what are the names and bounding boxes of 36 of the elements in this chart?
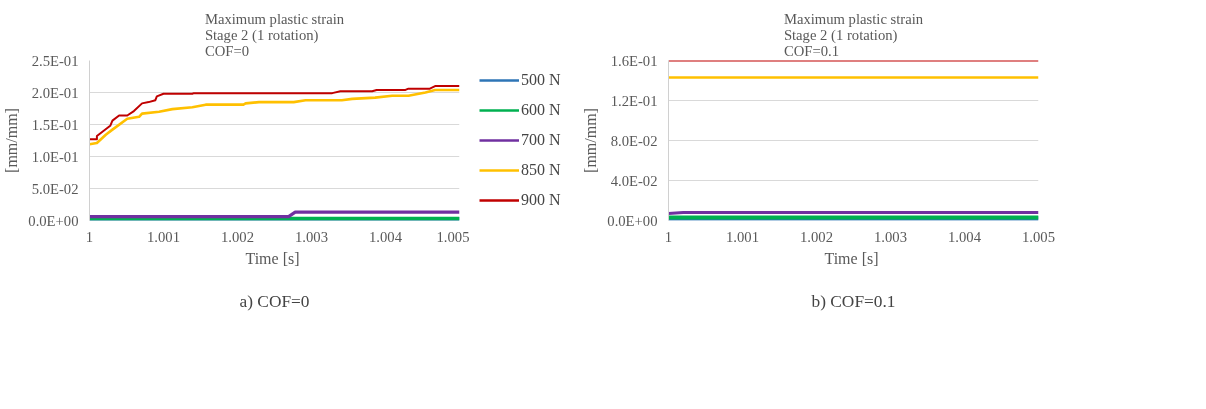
legend-label: 850 N	[521, 161, 561, 179]
legend-label: 500 N	[521, 71, 561, 89]
y-tick-label: 2.0E-01	[31, 84, 79, 101]
y-tick-label: 1.6E-01	[610, 52, 658, 69]
x-tick-label: 1.001	[147, 228, 180, 245]
y-axis-title: [mm/mm]	[582, 108, 600, 173]
y-tick-label: 5.0E-02	[31, 180, 79, 197]
x-axis-title: Time [s]	[824, 249, 879, 267]
x-tick-label: 1.004	[369, 228, 403, 245]
x-axis-title: Time [s]	[245, 249, 300, 267]
y-tick-label: 1.5E-01	[31, 116, 79, 133]
x-tick-label: 1.005	[1022, 228, 1055, 245]
y-tick-label: 1.2E-01	[610, 92, 658, 109]
text: a) COF=0	[239, 291, 310, 311]
y-axis-title: [mm/mm]	[3, 108, 21, 173]
legend-label: 700 N	[521, 131, 561, 149]
x-tick-label: 1.002	[221, 228, 254, 245]
chart-title: Maximum plastic strain Stage 2 (1 rotation) COF=0	[204, 10, 345, 59]
x-tick-label: 1	[664, 228, 673, 245]
x-tick-label: 1.003	[295, 228, 328, 245]
legend-label: 600 N	[521, 101, 561, 119]
x-tick-label: 1.001	[726, 228, 759, 245]
y-tick-label: 0.0E+00	[28, 212, 79, 229]
x-tick-label: 1.004	[948, 228, 982, 245]
x-tick-label: 1.005	[436, 228, 470, 245]
legend-label: 900 N	[521, 191, 561, 209]
x-tick-label: 1.003	[874, 228, 907, 245]
y-tick-label: 4.0E-02	[610, 172, 658, 189]
y-tick-label: 0.0E+00	[607, 212, 658, 229]
text: b) COF=0.1	[811, 291, 896, 311]
x-tick-label: 1	[85, 228, 94, 245]
y-tick-label: 8.0E-02	[610, 132, 658, 149]
x-tick-label: 1.002	[800, 228, 833, 245]
y-tick-label: 1.0E-01	[31, 148, 79, 165]
chart-title: Maximum plastic strain Stage 2 (1 rotation) COF=0.1	[783, 10, 924, 59]
y-tick-label: 2.5E-01	[31, 52, 79, 69]
